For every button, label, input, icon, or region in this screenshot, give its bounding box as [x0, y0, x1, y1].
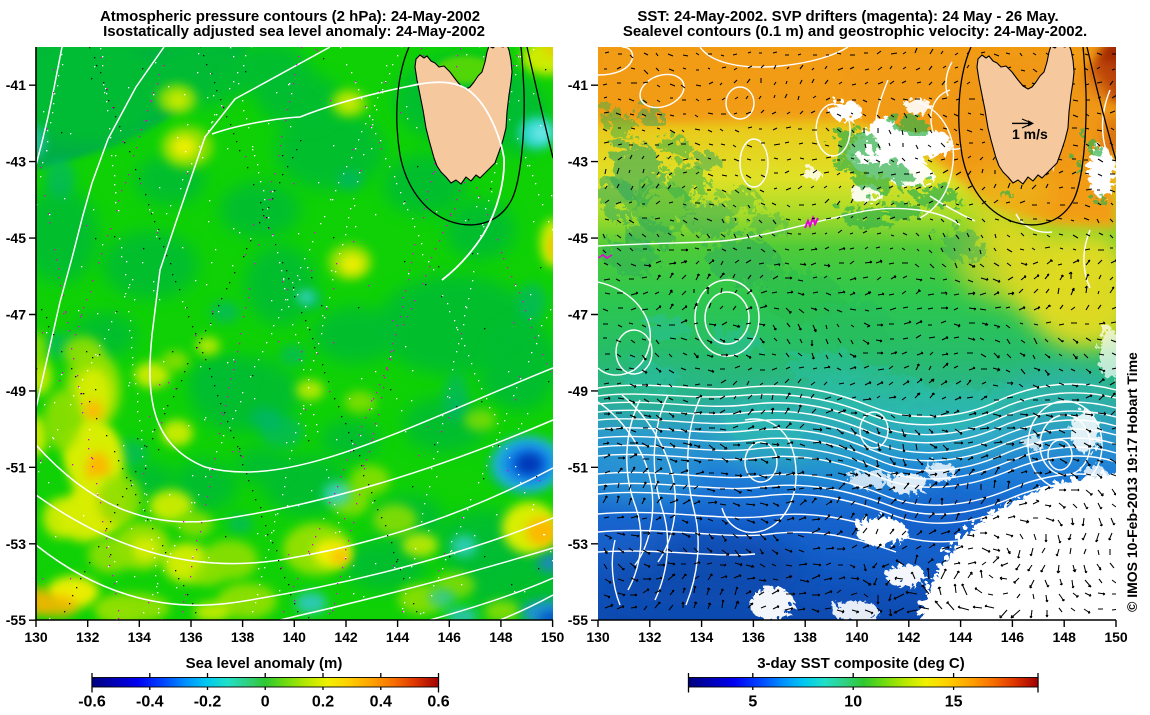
svg-text:-49: -49 [568, 383, 588, 399]
svg-text:-55: -55 [6, 612, 26, 628]
svg-text:-0.2: -0.2 [194, 694, 222, 711]
svg-text:10: 10 [844, 694, 862, 711]
svg-text:-51: -51 [6, 459, 26, 475]
svg-text:132: 132 [76, 629, 100, 645]
svg-text:© IMOS 10-Feb-2013 19:17 Hobar: © IMOS 10-Feb-2013 19:17 Hobart Time [1124, 352, 1140, 612]
svg-text:138: 138 [794, 629, 818, 645]
svg-text:-43: -43 [6, 154, 26, 170]
svg-text:0: 0 [261, 694, 270, 711]
svg-text:0.6: 0.6 [427, 694, 449, 711]
svg-text:1 m/s: 1 m/s [1012, 126, 1048, 142]
svg-text:146: 146 [438, 629, 462, 645]
svg-text:Isostatically adjusted sea lev: Isostatically adjusted sea level anomaly… [103, 23, 485, 40]
svg-text:-53: -53 [6, 536, 26, 552]
svg-text:-49: -49 [6, 383, 26, 399]
svg-text:-41: -41 [568, 77, 588, 93]
svg-text:-0.4: -0.4 [136, 694, 164, 711]
svg-text:150: 150 [1104, 629, 1128, 645]
svg-text:148: 148 [489, 629, 513, 645]
svg-text:142: 142 [897, 629, 921, 645]
svg-text:142: 142 [334, 629, 358, 645]
svg-text:144: 144 [949, 629, 973, 645]
svg-text:-0.6: -0.6 [78, 694, 106, 711]
svg-text:-47: -47 [568, 307, 588, 323]
svg-text:Sea level anomaly (m): Sea level anomaly (m) [186, 655, 343, 672]
svg-text:148: 148 [1053, 629, 1077, 645]
svg-text:-47: -47 [6, 307, 26, 323]
svg-text:-55: -55 [568, 612, 588, 628]
svg-text:-45: -45 [568, 230, 588, 246]
svg-text:134: 134 [690, 629, 714, 645]
svg-text:-53: -53 [568, 536, 588, 552]
svg-text:132: 132 [638, 629, 662, 645]
svg-text:140: 140 [283, 629, 307, 645]
svg-text:144: 144 [386, 629, 410, 645]
svg-text:150: 150 [541, 629, 565, 645]
svg-text:-51: -51 [568, 459, 588, 475]
svg-text:138: 138 [231, 629, 255, 645]
svg-text:-45: -45 [6, 230, 26, 246]
svg-text:136: 136 [179, 629, 203, 645]
svg-text:Sealevel contours (0.1 m) and: Sealevel contours (0.1 m) and geostrophi… [623, 23, 1087, 40]
svg-text:-43: -43 [568, 154, 588, 170]
svg-text:-41: -41 [6, 77, 26, 93]
svg-text:0.2: 0.2 [312, 694, 334, 711]
svg-text:5: 5 [748, 694, 757, 711]
svg-text:3-day SST composite (deg C): 3-day SST composite (deg C) [757, 655, 965, 672]
svg-text:0.4: 0.4 [370, 694, 392, 711]
svg-text:Atmospheric pressure contours: Atmospheric pressure contours (2 hPa): 2… [100, 8, 480, 25]
svg-text:146: 146 [1001, 629, 1025, 645]
svg-text:15: 15 [945, 694, 963, 711]
svg-text:140: 140 [845, 629, 869, 645]
svg-text:134: 134 [128, 629, 152, 645]
svg-text:136: 136 [742, 629, 766, 645]
svg-text:130: 130 [24, 629, 48, 645]
svg-text:130: 130 [586, 629, 610, 645]
svg-text:SST: 24-May-2002. SVP drifters: SST: 24-May-2002. SVP drifters (magenta)… [637, 8, 1058, 25]
